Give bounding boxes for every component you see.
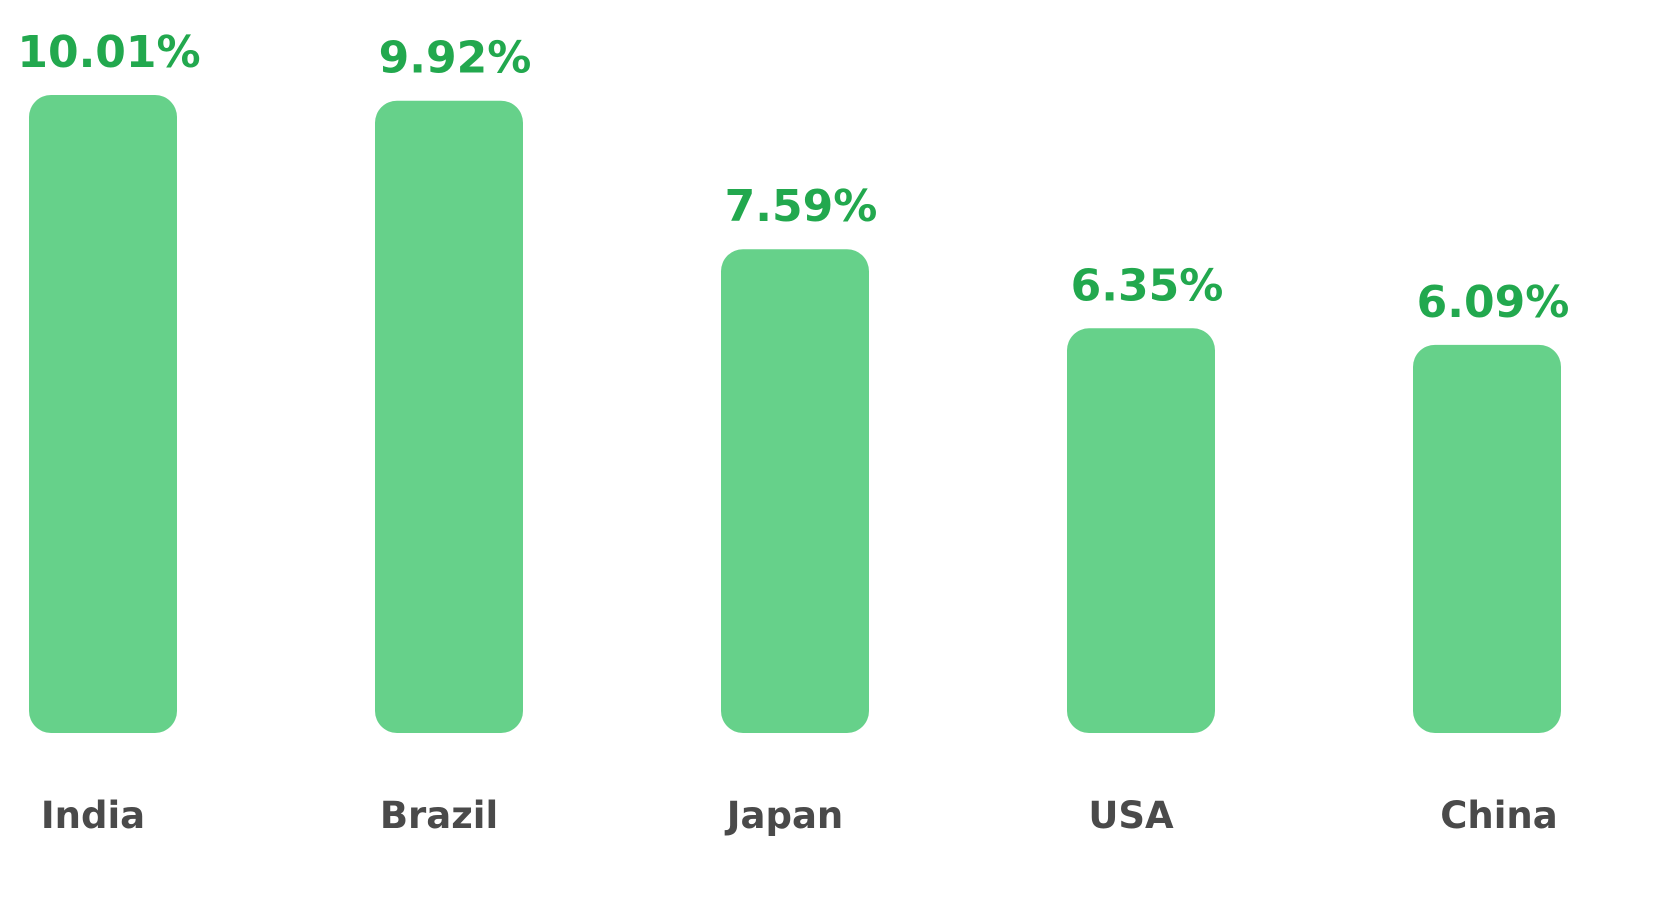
- bar: [721, 249, 869, 733]
- bar: [29, 95, 177, 733]
- bar: [375, 100, 523, 733]
- bar: [1413, 344, 1561, 733]
- x-tick-label: China: [1440, 794, 1558, 837]
- value-label: 10.01%: [17, 27, 200, 78]
- value-label: 6.09%: [1417, 277, 1570, 328]
- value-label: 7.59%: [725, 181, 878, 232]
- x-tick-label: India: [41, 794, 145, 837]
- x-tick-label: Japan: [724, 794, 844, 837]
- x-tick-label: USA: [1088, 794, 1174, 837]
- value-label: 9.92%: [379, 33, 532, 84]
- value-label: 6.35%: [1071, 260, 1224, 311]
- x-tick-label: Brazil: [380, 794, 498, 837]
- bar: [1067, 328, 1215, 733]
